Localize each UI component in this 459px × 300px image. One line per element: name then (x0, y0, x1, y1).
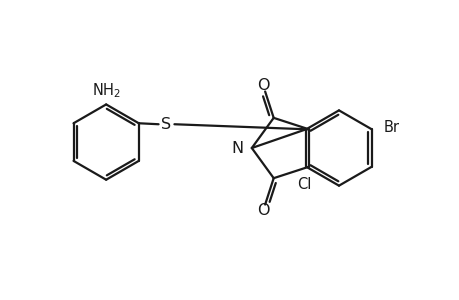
Text: N: N (231, 140, 243, 155)
Text: O: O (257, 203, 269, 218)
Text: Br: Br (383, 120, 398, 135)
Text: O: O (257, 78, 269, 93)
Text: Cl: Cl (297, 177, 311, 192)
Text: NH$_2$: NH$_2$ (91, 82, 120, 100)
Text: S: S (161, 117, 171, 132)
